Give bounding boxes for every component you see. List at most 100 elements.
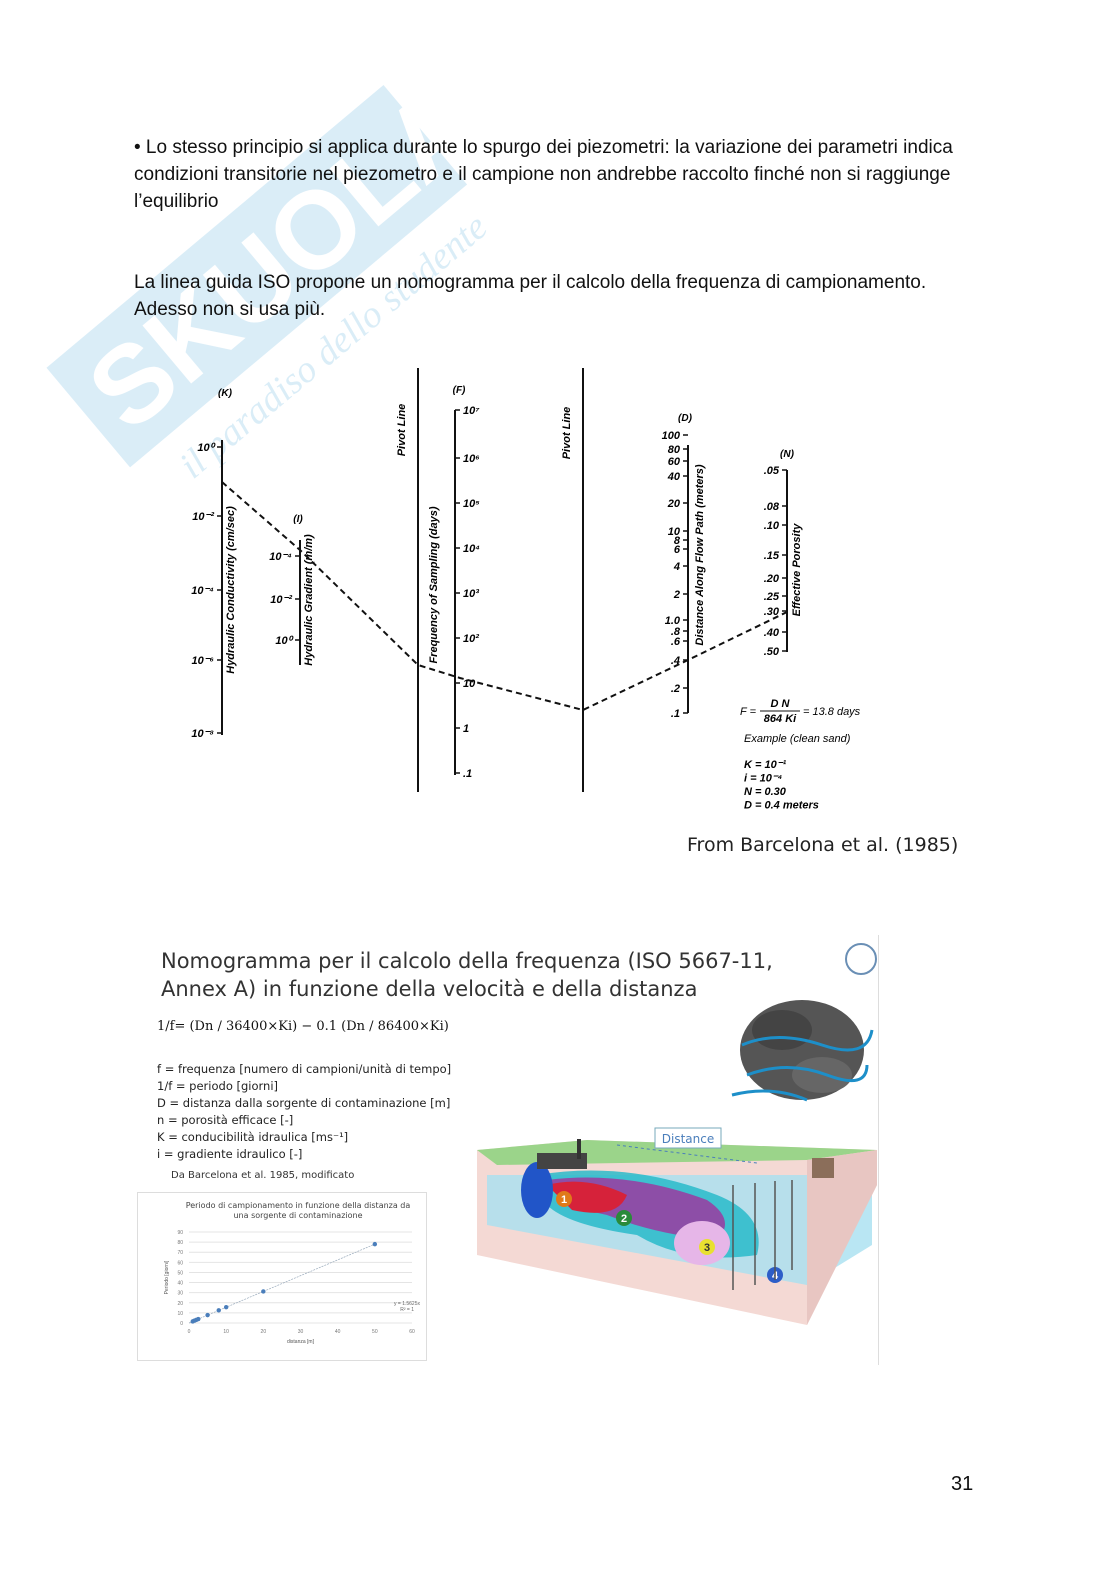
scale-letter: (F) (453, 385, 466, 396)
scale-tick-label: .40 (764, 627, 780, 639)
x-tick-label: 40 (335, 1329, 341, 1335)
formula-denominator: 864 Ki (764, 713, 797, 725)
contamination-plume-illustration: Distance 1 2 3 4 (477, 1000, 877, 1325)
scale-tick-label: 60 (668, 456, 681, 468)
legend-line: D = distanza dalla sorgente di contamina… (157, 1096, 451, 1110)
formula-numerator: D N (771, 698, 791, 710)
scale-tick-label: 10⁻⁴ (191, 585, 214, 597)
slide-image: Nomogramma per il calcolo della frequenz… (137, 935, 879, 1365)
scale-tick-label: .6 (671, 636, 681, 648)
scale-title: Distance Along Flow Path (meters) (694, 464, 706, 645)
scale-title: Effective Porosity (791, 523, 803, 617)
legend-line: K = conducibilità idraulica [ms⁻¹] (157, 1130, 349, 1144)
scale-tick-label: .10 (764, 520, 780, 532)
y-tick-label: 10 (177, 1311, 183, 1317)
y-tick-label: 60 (177, 1260, 183, 1266)
x-tick-label: 0 (188, 1329, 191, 1335)
y-tick-label: 70 (177, 1250, 183, 1256)
example-value: i = 10⁻⁴ (744, 773, 783, 785)
chart-plot: 0 10 20 30 40 50 60 70 80 90 0 10 20 30 40 50 60 distanza… (164, 1230, 420, 1345)
scale-tick-label: 10⁻⁶ (192, 655, 215, 667)
y-tick-label: 20 (177, 1301, 183, 1307)
scale-tick-label: 2 (673, 589, 680, 601)
x-tick-label: 30 (298, 1329, 304, 1335)
scale-letter: (D) (678, 413, 693, 424)
scale-tick-label: .15 (764, 550, 780, 562)
scale-tick-label: .1 (671, 708, 680, 720)
scale-tick-label: 40 (667, 471, 681, 483)
y-tick-label: 90 (177, 1230, 183, 1236)
rock-cluster (731, 1000, 874, 1102)
scale-tick-label: 10 (668, 526, 681, 538)
scale-tick-label: 80 (668, 444, 681, 456)
scale-tick-label: .8 (671, 626, 681, 638)
scale-tick-label: 10⁰ (275, 635, 294, 647)
scale-tick-label: .2 (671, 683, 680, 695)
legend-line: 1/f = periodo [giorni] (157, 1079, 279, 1093)
x-axis-label: distanza [m] (287, 1339, 315, 1345)
trendline-equation: y = 1.5625x (394, 1301, 420, 1307)
scale-tick-label: 4 (673, 561, 680, 573)
marker-2: 2 (621, 1213, 627, 1225)
scale-letter: (N) (780, 449, 795, 460)
formula-lhs: F = (740, 706, 757, 718)
figure-source: From Barcelona et al. (1985) (687, 834, 959, 856)
scale-tick-label: 1.0 (665, 615, 681, 627)
legend-line: f = frequenza [numero di campioni/unità … (157, 1062, 452, 1076)
scale-tick-label: 10³ (463, 588, 479, 600)
legend-line: i = gradiente idraulico [-] (157, 1147, 303, 1161)
scale-title: Pivot Line (561, 407, 573, 460)
scale-tick-label: 10⁻⁸ (191, 728, 214, 740)
nomogram-figure: (K) Hydraulic Conductivity (cm/sec) 10⁰ 10⁻… (191, 368, 861, 811)
data-point (372, 1241, 378, 1247)
scale-title: Pivot Line (396, 404, 408, 457)
slide-title: Nomogramma per il calcolo della frequenz… (161, 949, 773, 1001)
scale-tick-label: .05 (764, 465, 780, 477)
chart-title: Periodo di campionamento in funzione del… (185, 1201, 411, 1220)
scale-letter: (K) (218, 388, 233, 399)
scale-title: Hydraulic Conductivity (cm/sec) (225, 506, 237, 674)
scale-tick-label: 10⁻² (192, 511, 214, 523)
scale-tick-label: 1 (463, 723, 469, 735)
watermark-logo: SKUOLA il paradiso dello studente (46, 61, 500, 487)
example-value: N = 0.30 (744, 786, 787, 798)
scatter-chart: Periodo di campionamento in funzione del… (137, 1192, 427, 1361)
scale-tick-label: 10⁻² (270, 594, 292, 606)
example-value: D = 0.4 meters (744, 800, 819, 811)
scale-tick-label: .50 (764, 646, 780, 658)
example-value: K = 10⁻¹ (744, 759, 787, 771)
page-number: 31 (951, 1473, 974, 1495)
scale-tick-label: 10⁶ (463, 453, 480, 465)
scale-tick-label: 10⁰ (197, 442, 216, 454)
scale-title: Frequency of Sampling (days) (428, 506, 440, 663)
marker-3: 3 (704, 1242, 710, 1254)
scale-tick-label: 10² (463, 633, 479, 645)
data-point (223, 1305, 229, 1310)
data-point (196, 1316, 201, 1322)
y-axis-label: Periodo [giorni] (164, 1260, 170, 1294)
legend-line: n = porosità efficace [-] (157, 1113, 294, 1127)
y-tick-label: 80 (177, 1240, 183, 1246)
scale-tick-label: .1 (463, 768, 472, 780)
data-point (261, 1289, 266, 1294)
distance-label: Distance (662, 1132, 714, 1146)
scale-letter: (I) (293, 514, 303, 525)
scale-tick-label: 20 (667, 498, 681, 510)
paragraph-iso: La linea guida ISO propone un nomogramma… (134, 272, 927, 320)
scale-tick-label: .20 (764, 573, 780, 585)
scale-tick-label: 10⁷ (463, 405, 480, 417)
scale-tick-label: 6 (674, 544, 681, 556)
x-tick-label: 10 (223, 1329, 229, 1335)
y-tick-label: 40 (177, 1281, 183, 1287)
scale-title: Hydraulic Gradient (m/m) (303, 534, 315, 666)
scale-tick-label: 100 (662, 430, 681, 442)
data-point (216, 1308, 221, 1313)
scale-tick-label: 10⁴ (463, 543, 480, 555)
scale-tick-label: 10⁻⁴ (269, 551, 292, 563)
scale-tick-label: 8 (674, 535, 681, 547)
paragraph-purge: • Lo stesso principio si applica durante… (134, 137, 953, 212)
scale-tick-label: .25 (764, 591, 780, 603)
example-solution-line (221, 481, 788, 712)
y-tick-label: 30 (177, 1291, 183, 1297)
